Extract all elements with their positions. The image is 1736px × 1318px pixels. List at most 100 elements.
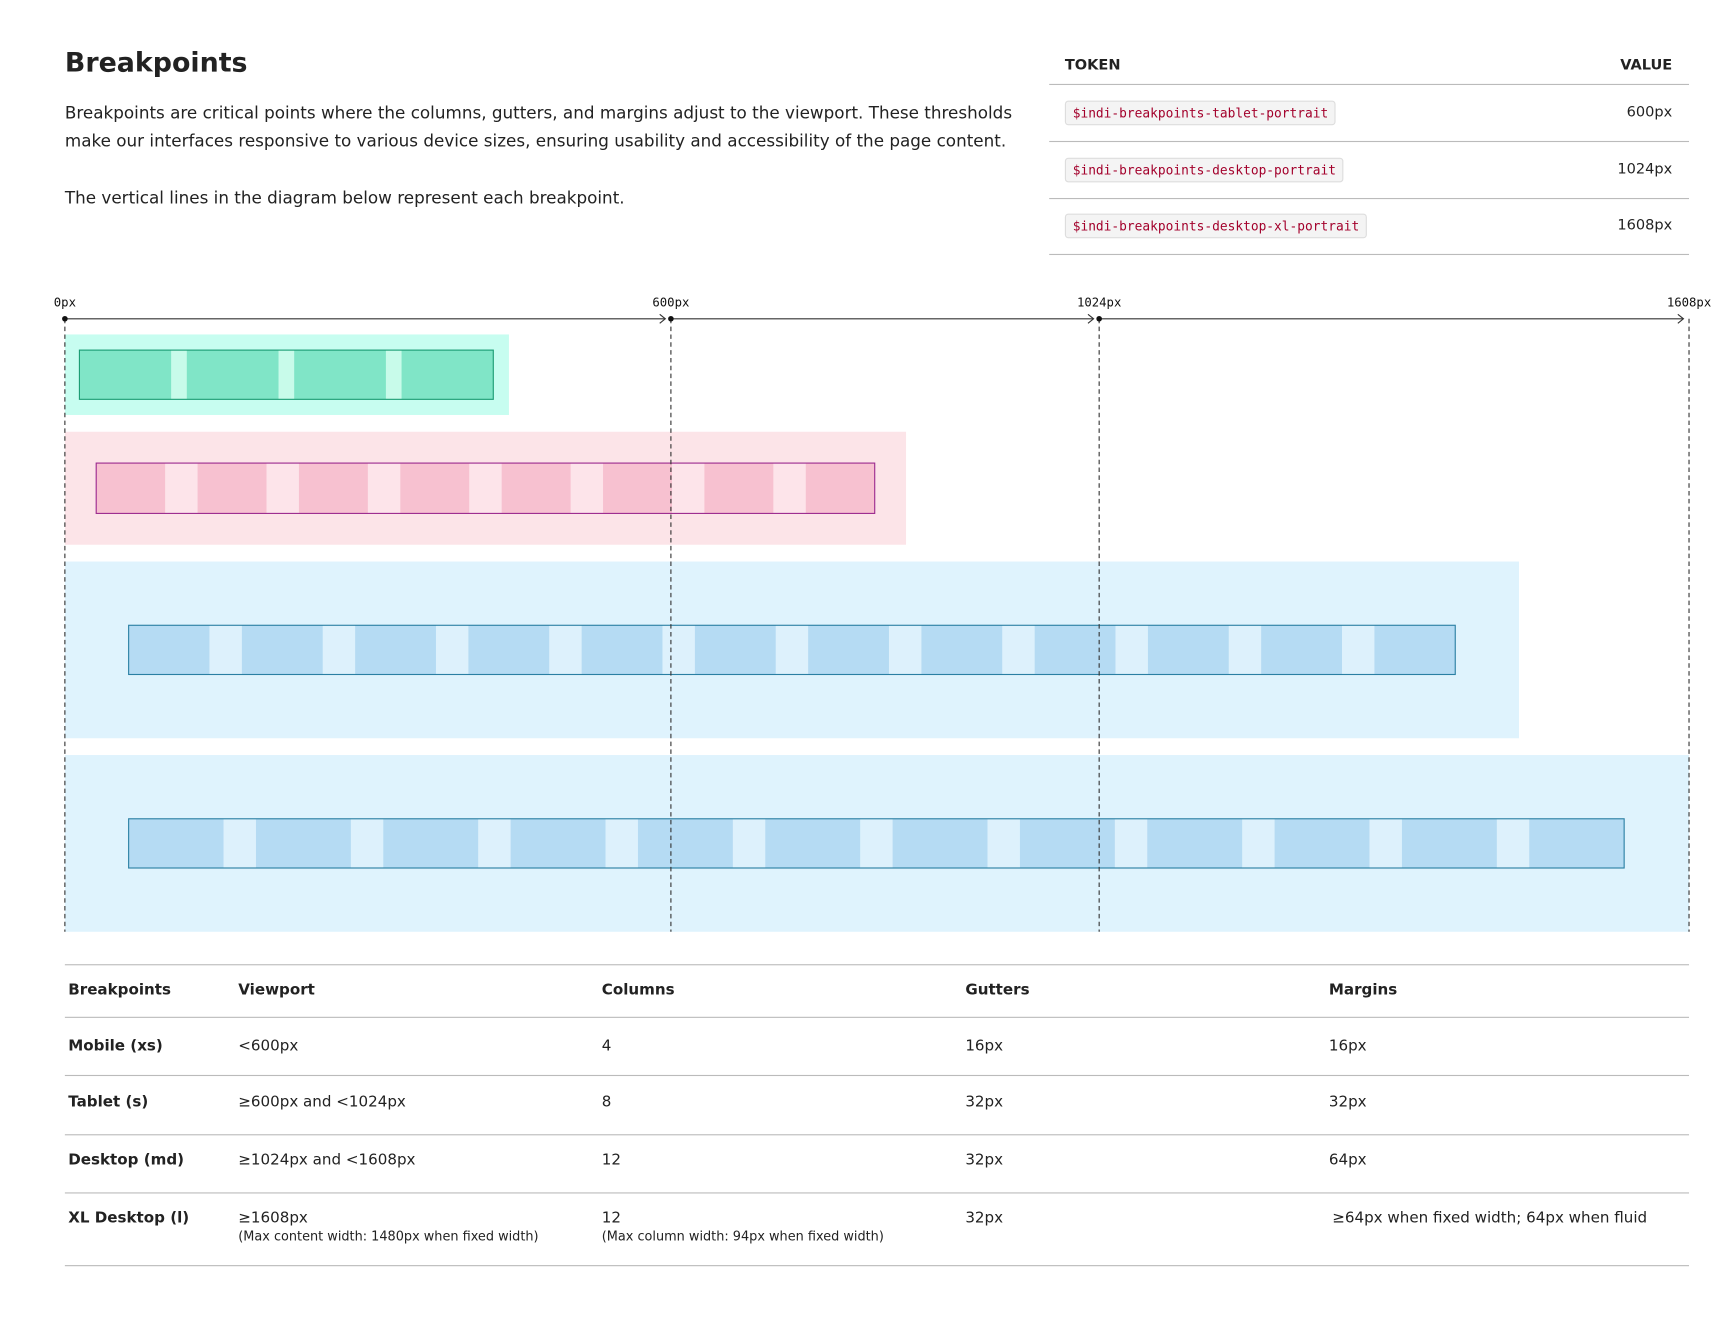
grid-column	[892, 818, 988, 869]
grid-column	[197, 463, 267, 514]
rule	[1049, 197, 1690, 199]
grid-column	[79, 350, 172, 400]
table-cell: 12 (Max column width: 94px when fixed wid…	[601, 1209, 884, 1244]
column-header: Gutters	[965, 980, 1030, 999]
grid-area	[128, 818, 1625, 869]
grid-column	[1374, 625, 1456, 675]
table-cell: ≥64px when fixed width; 64px when fluid	[1332, 1209, 1648, 1228]
table-cell: 4	[601, 1036, 612, 1055]
grid-column	[1019, 818, 1115, 869]
grid-column	[294, 350, 386, 400]
grid-outline	[95, 462, 876, 514]
table-cell: <600px	[238, 1036, 299, 1055]
cell-note: (Max content width: 1480px when fixed wi…	[238, 1228, 539, 1244]
column-header: Viewport	[238, 980, 315, 999]
axis-dot	[1096, 315, 1102, 322]
grid-column	[298, 463, 368, 514]
grid-area	[128, 625, 1456, 675]
grid-column	[501, 463, 571, 514]
axis-arrow	[1677, 313, 1685, 324]
grid-column	[694, 625, 776, 675]
grid-outline	[128, 818, 1625, 869]
table-cell: 12	[601, 1150, 622, 1169]
value-header: VALUE	[1620, 57, 1673, 74]
token-name: $indi-breakpoints-desktop-portrait	[1064, 157, 1344, 182]
grid-column	[241, 625, 323, 675]
axis-dot	[62, 315, 68, 322]
rule	[1049, 140, 1690, 143]
grid-column	[1401, 818, 1497, 869]
token-name: $indi-breakpoints-desktop-xl-portrait	[1064, 213, 1368, 239]
table-cell: ≥1024px and <1608px	[238, 1150, 416, 1169]
grid-column	[1034, 625, 1116, 675]
column-header: Columns	[601, 980, 675, 999]
token-name: $indi-breakpoints-tablet-portrait	[1064, 100, 1337, 126]
table-cell: 64px	[1328, 1150, 1367, 1169]
grid-column	[401, 350, 494, 400]
column-header: Breakpoints	[68, 980, 171, 999]
grid-column	[637, 818, 733, 869]
table-cell: ≥600px and <1024px	[238, 1092, 406, 1111]
rule	[64, 964, 1690, 966]
cell-note: (Max column width: 94px when fixed width…	[601, 1228, 884, 1244]
page-title: Breakpoints	[64, 46, 248, 79]
column-header: Margins	[1328, 980, 1398, 999]
axis-dot	[668, 315, 674, 322]
table-cell: 32px	[965, 1209, 1004, 1228]
rule	[1049, 253, 1690, 256]
grid-column	[186, 350, 279, 400]
breakpoint-name: Mobile (xs)	[68, 1036, 163, 1055]
grid-outline	[78, 349, 494, 400]
rule	[64, 1192, 1690, 1194]
grid-column	[1147, 625, 1229, 675]
grid-column	[1147, 818, 1243, 869]
grid-column	[355, 625, 436, 675]
grid-column	[704, 463, 774, 514]
grid-column	[128, 625, 210, 675]
table-cell: 8	[601, 1092, 612, 1111]
grid-column	[400, 463, 470, 514]
intro-note: The vertical lines in the diagram below …	[64, 187, 625, 209]
grid-column	[1529, 818, 1625, 869]
breakpoint-name: Desktop (md)	[68, 1150, 185, 1169]
rule	[64, 1134, 1690, 1136]
grid-column	[1274, 818, 1370, 869]
axis-label: 600px	[652, 295, 689, 309]
grid-column	[581, 625, 663, 675]
table-cell: ≥1608px (Max content width: 1480px when f…	[238, 1209, 539, 1244]
grid-column	[921, 625, 1003, 675]
grid-outline	[128, 624, 1456, 676]
breakpoint-name: Tablet (s)	[68, 1092, 149, 1111]
rule	[64, 1074, 1690, 1077]
token-value: 1024px	[1617, 160, 1673, 178]
axis-label: 1608px	[1667, 295, 1711, 309]
grid-column	[510, 818, 606, 869]
table-cell: 32px	[965, 1150, 1004, 1169]
breakpoint-name: XL Desktop (l)	[68, 1209, 190, 1228]
grid-column	[808, 625, 889, 675]
breakpoint-diagram: 0px 600px 1024px 1608px	[54, 295, 1711, 932]
token-value: 600px	[1626, 104, 1673, 121]
table-cell: 16px	[1328, 1036, 1367, 1055]
intro: Breakpoints are critical points where th…	[64, 102, 1013, 152]
table-cell: 16px	[965, 1036, 1004, 1055]
rule	[64, 1265, 1690, 1267]
grid-column	[383, 818, 479, 869]
axis-label: 0px	[54, 295, 76, 309]
token-header: TOKEN	[1064, 57, 1121, 74]
axis-arrow	[1087, 313, 1095, 324]
grid-column	[255, 818, 351, 869]
grid-column	[765, 818, 861, 869]
table-cell: 32px	[965, 1092, 1004, 1111]
rule	[1049, 83, 1690, 86]
axis-arrow	[659, 313, 667, 324]
grid-column	[96, 463, 166, 514]
grid-column	[603, 463, 672, 514]
grid-column	[805, 463, 875, 514]
axis-label: 1024px	[1077, 295, 1121, 309]
grid-column	[468, 625, 550, 675]
token-value: 1608px	[1617, 217, 1673, 234]
grid-column	[1261, 625, 1342, 675]
